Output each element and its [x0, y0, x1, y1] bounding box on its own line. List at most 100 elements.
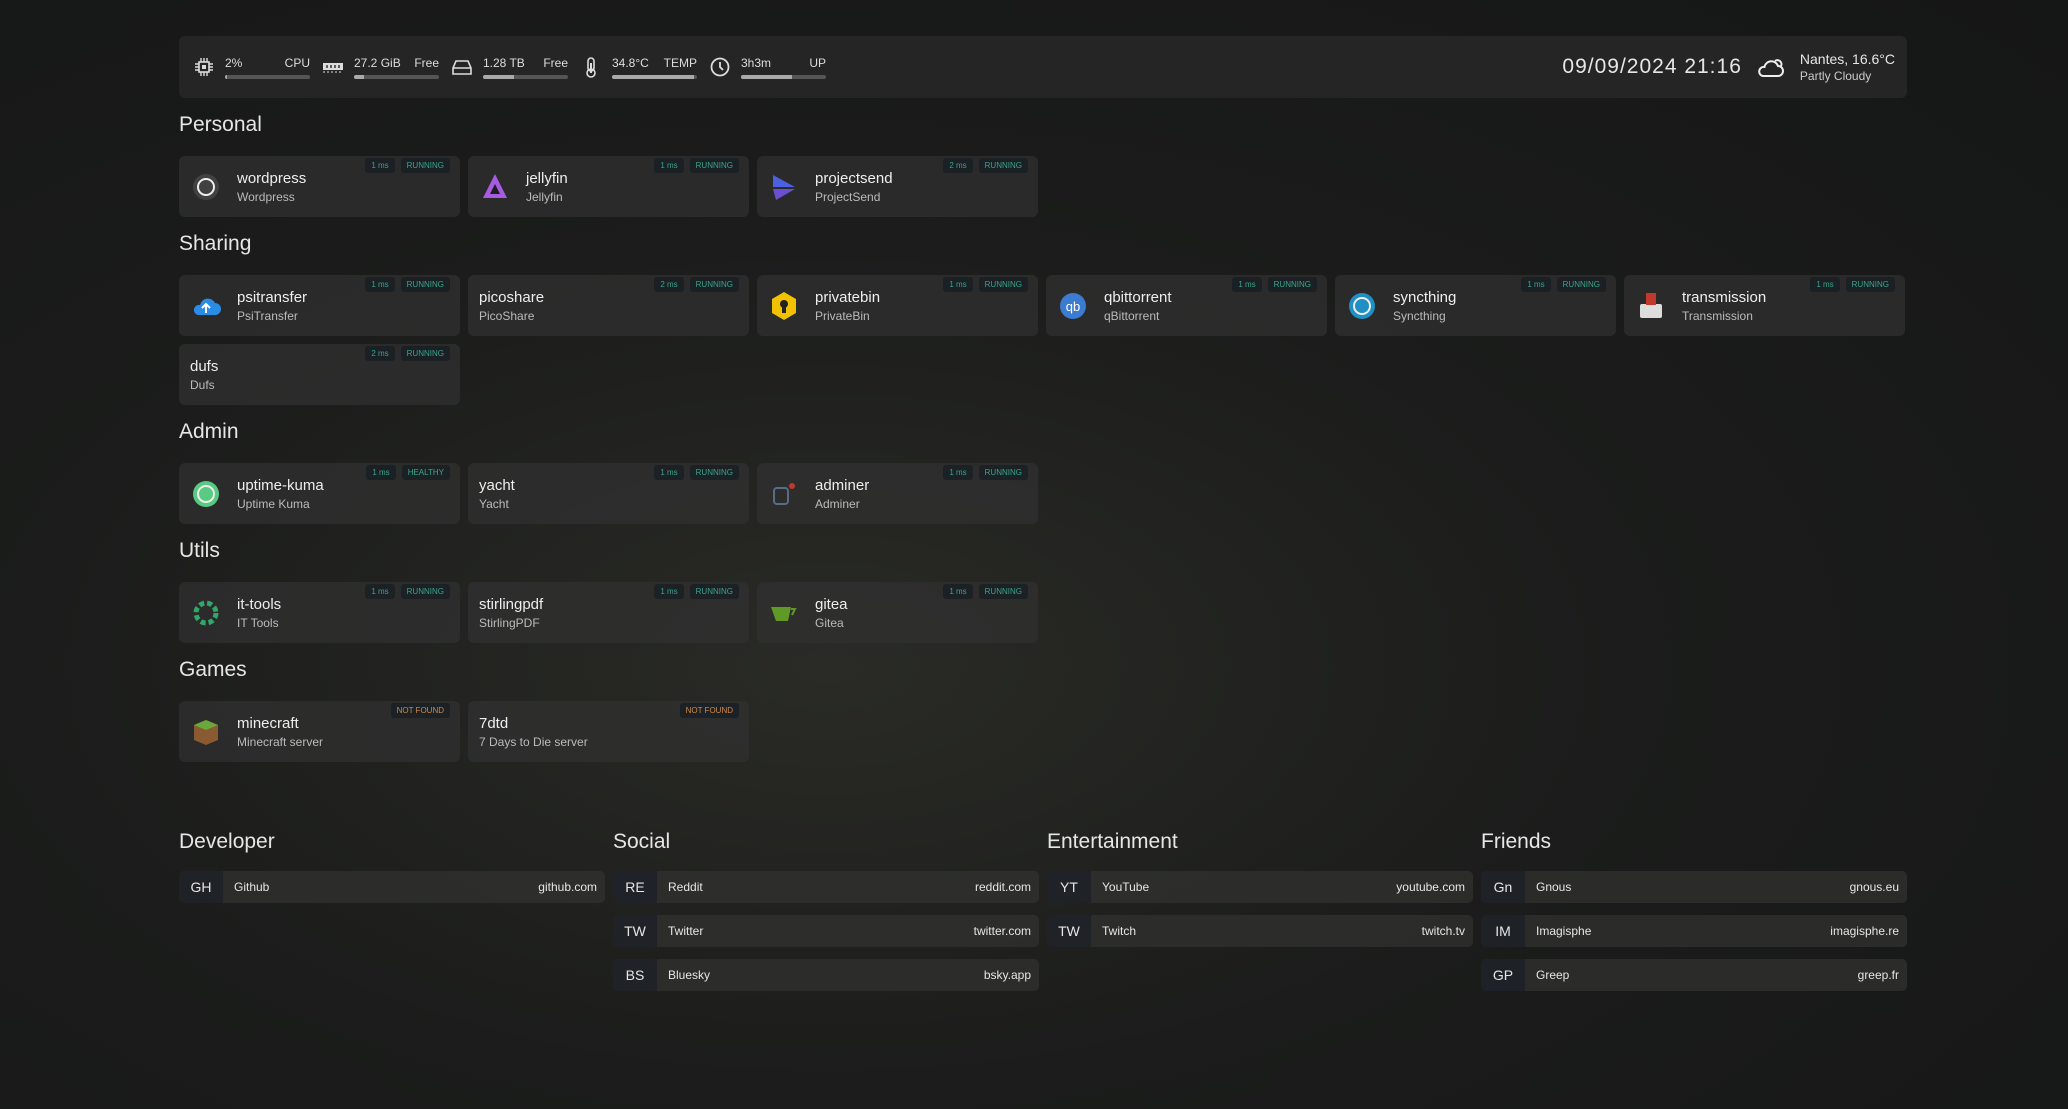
bookmark-youtube[interactable]: YT YouTube youtube.com: [1047, 871, 1473, 903]
resource-label: TEMP: [663, 55, 697, 70]
status-badge: RUNNING: [400, 346, 450, 361]
service-description: PicoShare: [479, 308, 535, 323]
qbittorrent-icon: qb: [1057, 290, 1089, 322]
bookmark-imagisphe[interactable]: IM Imagisphe imagisphe.re: [1481, 915, 1907, 947]
dashboard: 2% CPU 27.2 GiB Free 1.28 TB Free 34.8°C TEMP 3h…: [179, 36, 1907, 1003]
cpu-icon: [195, 58, 213, 76]
info-bar: 2% CPU 27.2 GiB Free 1.28 TB Free 34.8°C TEMP 3h…: [179, 36, 1907, 98]
service-card-privatebin[interactable]: privatebin PrivateBin 1 ms RUNNING: [757, 275, 1038, 336]
service-description: Dufs: [190, 377, 215, 392]
bookmark-twitch[interactable]: TW Twitch twitch.tv: [1047, 915, 1473, 947]
latency-badge: 1 ms: [943, 277, 973, 292]
bookmark-name: Twitch: [1102, 924, 1137, 938]
bookmark-group-entertainment: Entertainment YT YouTube youtube.com TW Twitc…: [1047, 819, 1473, 1003]
status-badge: RUNNING: [1845, 277, 1895, 292]
gitea-icon: [768, 597, 800, 629]
resource-value: 3h3m: [741, 55, 772, 70]
service-card-minecraft[interactable]: minecraft Minecraft server NOT FOUND: [179, 701, 460, 762]
service-card-picoshare[interactable]: picoshare PicoShare 2 ms RUNNING: [468, 275, 749, 336]
latency-badge: 1 ms: [943, 584, 973, 599]
service-card-transmission[interactable]: transmission Transmission 1 ms RUNNING: [1624, 275, 1905, 336]
svg-text:qb: qb: [1066, 299, 1080, 314]
status-badge: RUNNING: [978, 584, 1028, 599]
service-name: uptime-kuma: [237, 476, 324, 494]
resource-bar: [483, 74, 568, 79]
bookmark-group-social: Social RE Reddit reddit.com TW Twitter twitter…: [613, 819, 1039, 1003]
bookmark-url: reddit.com: [974, 880, 1031, 894]
cloud-upload-icon: [190, 290, 222, 322]
service-card-7dtd[interactable]: 7dtd 7 Days to Die server NOT FOUND: [468, 701, 749, 762]
bookmark-url: youtube.com: [1396, 880, 1465, 894]
resource-bar: [612, 74, 697, 79]
bookmark-greep[interactable]: GP Greep greep.fr: [1481, 959, 1907, 991]
service-name: projectsend: [815, 169, 893, 187]
service-name: qbittorrent: [1104, 288, 1172, 306]
service-card-yacht[interactable]: yacht Yacht 1 ms RUNNING: [468, 463, 749, 524]
adminer-icon: [768, 478, 800, 510]
resource-up-4: 3h3m UP: [709, 56, 826, 79]
bookmark-name: YouTube: [1102, 880, 1150, 894]
status-badge: RUNNING: [978, 277, 1028, 292]
bookmark-abbr: Gn: [1481, 871, 1525, 903]
bookmark-twitter[interactable]: TW Twitter twitter.com: [613, 915, 1039, 947]
bookmark-group-title: Friends: [1481, 830, 1552, 853]
status-badge: HEALTHY: [401, 465, 450, 480]
bookmark-abbr: GP: [1481, 959, 1525, 991]
status-badge: NOT FOUND: [390, 703, 450, 718]
service-card-stirlingpdf[interactable]: stirlingpdf StirlingPDF 1 ms RUNNING: [468, 582, 749, 643]
bookmark-name: Twitter: [668, 924, 704, 938]
status-badge: RUNNING: [689, 465, 739, 480]
service-card-psitransfer[interactable]: psitransfer PsiTransfer 1 ms RUNNING: [179, 275, 460, 336]
status-badge: RUNNING: [400, 158, 450, 173]
resource-label: UP: [809, 55, 826, 70]
latency-badge: 1 ms: [1232, 277, 1262, 292]
partly-cloudy-icon: [1758, 59, 1784, 77]
bookmark-gnous[interactable]: Gn Gnous gnous.eu: [1481, 871, 1907, 903]
bookmark-name: Bluesky: [668, 968, 711, 982]
resource-bar: [354, 74, 439, 79]
service-card-qbittorrent[interactable]: qb qbittorrent qBittorrent 1 ms RUNNING: [1046, 275, 1327, 336]
service-card-projectsend[interactable]: projectsend ProjectSend 2 ms RUNNING: [757, 156, 1038, 217]
bookmark-url: twitter.com: [973, 924, 1031, 938]
status-badge: RUNNING: [1556, 277, 1606, 292]
service-description: Wordpress: [237, 189, 295, 204]
service-card-gitea[interactable]: gitea Gitea 1 ms RUNNING: [757, 582, 1038, 643]
services: Personal wordpress Wordpress 1 ms RUNNING jel…: [179, 102, 1907, 762]
service-description: Gitea: [815, 615, 844, 630]
service-name: transmission: [1682, 288, 1767, 306]
bookmark-bluesky[interactable]: BS Bluesky bsky.app: [613, 959, 1039, 991]
section-title: Utils: [179, 539, 220, 562]
service-name: wordpress: [237, 169, 307, 187]
datetime: 09/09/2024 21:16: [1562, 55, 1742, 78]
bookmark-group-title: Developer: [179, 830, 275, 853]
service-card-wordpress[interactable]: wordpress Wordpress 1 ms RUNNING: [179, 156, 460, 217]
latency-badge: 1 ms: [366, 465, 396, 480]
wordpress-icon: [190, 171, 222, 203]
bookmark-github[interactable]: GH Github github.com: [179, 871, 605, 903]
resource-free-2: 1.28 TB Free: [451, 56, 568, 79]
service-card-syncthing[interactable]: syncthing Syncthing 1 ms RUNNING: [1335, 275, 1616, 336]
resource-value: 27.2 GiB: [354, 55, 401, 70]
section-games: Games minecraft Minecraft server NOT FOUND 7…: [179, 647, 1907, 762]
status-badge: RUNNING: [689, 158, 739, 173]
bookmark-url: github.com: [538, 880, 597, 894]
service-name: yacht: [479, 476, 515, 494]
resource-label: CPU: [284, 55, 310, 70]
bookmark-abbr: RE: [613, 871, 657, 903]
service-name: 7dtd: [479, 714, 509, 732]
status-badge: RUNNING: [978, 158, 1028, 173]
latency-badge: 1 ms: [365, 158, 395, 173]
service-card-jellyfin[interactable]: jellyfin Jellyfin 1 ms RUNNING: [468, 156, 749, 217]
resource-bar: [225, 74, 310, 79]
weather-location-temp: Nantes, 16.6°C: [1799, 51, 1895, 67]
service-card-dufs[interactable]: dufs Dufs 2 ms RUNNING: [179, 344, 460, 405]
service-description: PrivateBin: [815, 308, 870, 323]
service-description: PsiTransfer: [237, 308, 298, 323]
bookmark-url: bsky.app: [983, 968, 1031, 982]
service-card-adminer[interactable]: adminer Adminer 1 ms RUNNING: [757, 463, 1038, 524]
transmission-icon: [1635, 290, 1667, 322]
service-card-it-tools[interactable]: it-tools IT Tools 1 ms RUNNING: [179, 582, 460, 643]
service-card-uptime-kuma[interactable]: uptime-kuma Uptime Kuma 1 ms HEALTHY: [179, 463, 460, 524]
bookmark-abbr: TW: [1047, 915, 1091, 947]
bookmark-reddit[interactable]: RE Reddit reddit.com: [613, 871, 1039, 903]
